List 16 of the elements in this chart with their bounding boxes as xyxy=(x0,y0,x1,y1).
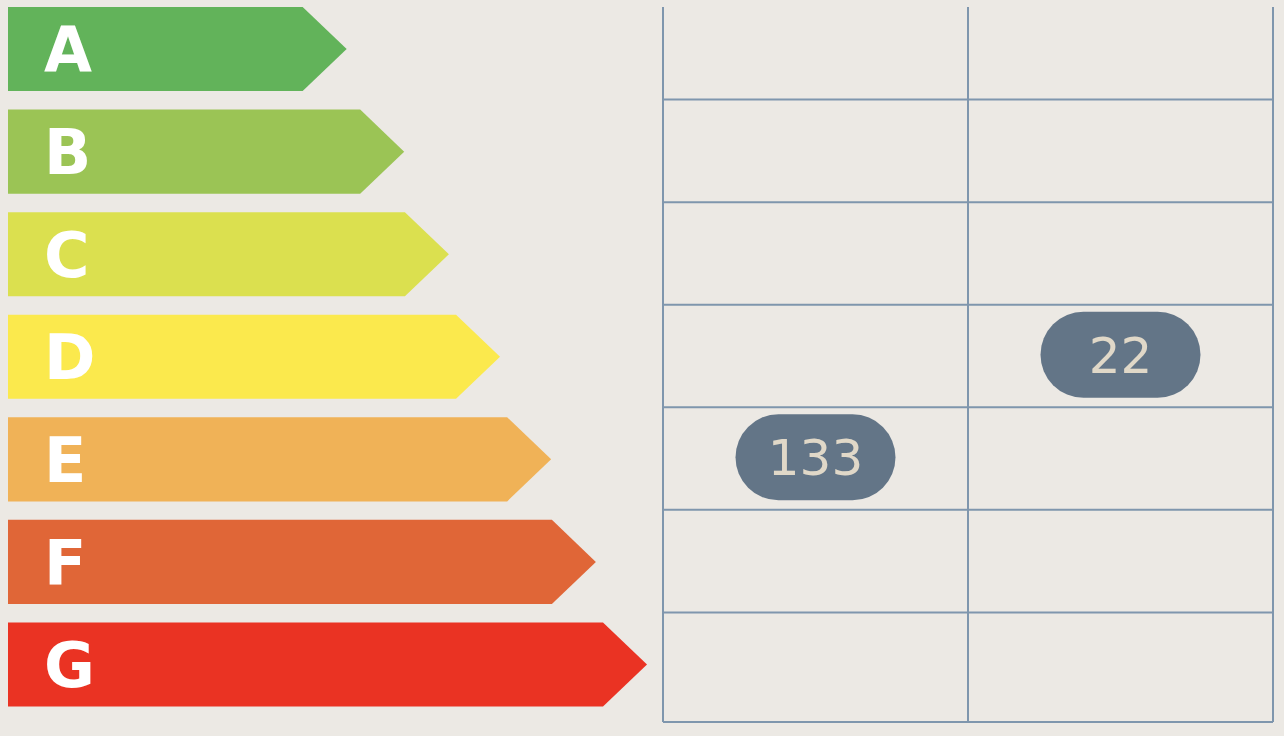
y-tick-label: E xyxy=(44,423,87,497)
bar xyxy=(8,109,405,194)
y-tick-label: C xyxy=(44,218,90,292)
y-tick-label: A xyxy=(44,13,92,87)
bar xyxy=(8,212,449,297)
y-tick-label: F xyxy=(44,526,87,600)
y-tick-label: B xyxy=(44,115,92,189)
y-tick-label: D xyxy=(44,321,96,395)
text: 22 xyxy=(1088,326,1153,385)
bar xyxy=(8,519,596,604)
bar xyxy=(8,622,647,707)
bar xyxy=(8,7,347,92)
y-tick-label: G xyxy=(44,628,95,702)
bar xyxy=(8,314,501,399)
text: 133 xyxy=(767,429,864,488)
bar xyxy=(8,417,552,502)
